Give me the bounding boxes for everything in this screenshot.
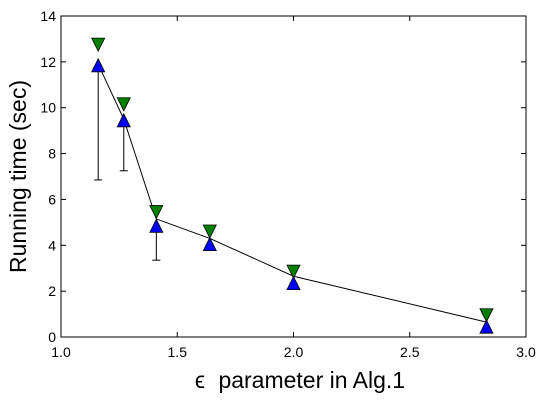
- y-tick-label: 2: [48, 283, 56, 299]
- marker-triangle-up: [286, 275, 301, 291]
- x-axis-label-text: parameter in Alg.1: [218, 367, 405, 393]
- y-tick-label: 0: [48, 329, 56, 345]
- y-tick-label: 10: [40, 100, 56, 116]
- x-tick-label: 2.0: [284, 344, 304, 360]
- marker-triangle-down: [286, 264, 301, 280]
- marker-triangle-down: [91, 37, 106, 53]
- x-axis-label: ϵ parameter in Alg.1: [195, 367, 405, 393]
- y-tick-label: 8: [48, 146, 56, 162]
- marker-triangle-up: [91, 57, 106, 73]
- marker-triangle-up: [202, 236, 217, 252]
- marker-triangle-down: [202, 224, 217, 239]
- marker-triangle-up: [116, 112, 131, 128]
- marker-triangle-up: [479, 319, 494, 334]
- series-line-mean: [97, 63, 487, 323]
- y-axis-label: Running time (sec): [5, 80, 31, 273]
- marker-triangle-up: [149, 218, 164, 233]
- x-tick-label: 3.0: [516, 344, 536, 360]
- y-tick-label: 6: [48, 191, 56, 207]
- x-tick-label: 1.5: [168, 344, 188, 360]
- x-tick-label: 1.0: [51, 344, 71, 360]
- epsilon-symbol: ϵ: [195, 367, 205, 393]
- y-tick-label: 14: [40, 8, 56, 24]
- y-tick-label: 4: [48, 237, 56, 253]
- marker-triangle-down: [149, 205, 164, 220]
- marker-triangle-down: [116, 97, 131, 112]
- y-tick-label: 12: [40, 54, 56, 70]
- marker-triangle-down: [479, 308, 494, 323]
- x-tick-label: 2.5: [400, 344, 420, 360]
